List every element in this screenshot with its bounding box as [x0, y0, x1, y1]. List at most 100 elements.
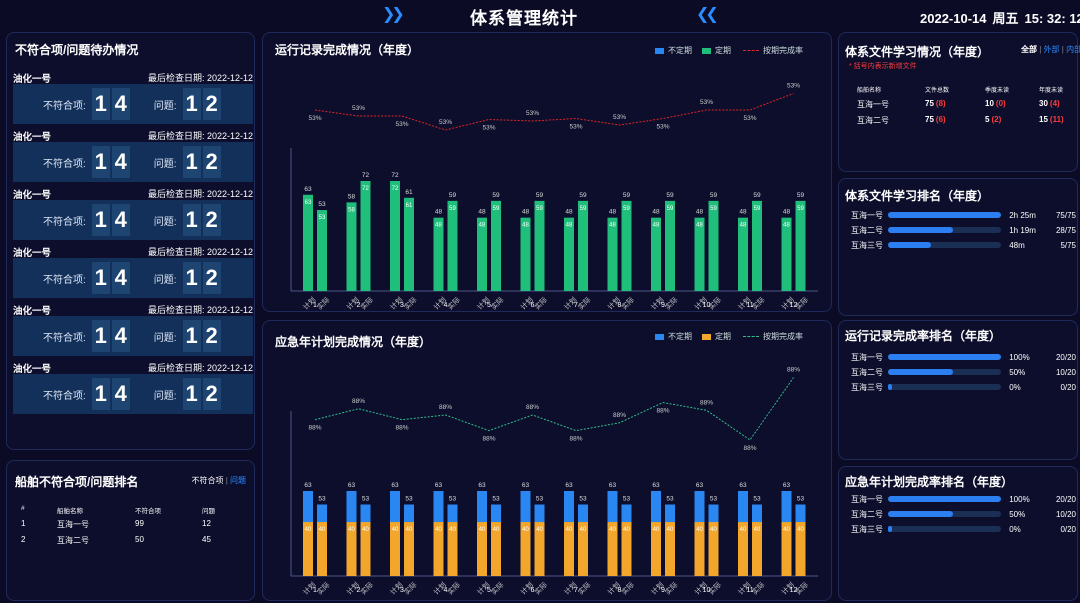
bar-segment-regular [491, 200, 501, 291]
panel-title: 应急年计划完成率排名（年度） [845, 475, 1014, 489]
bar-total-label: 59 [710, 192, 718, 199]
bar-segment-irregular [390, 491, 400, 523]
x-sub-label: 实际 [315, 580, 331, 596]
x-category-label: 3 [400, 587, 404, 594]
rank-ratio: 0/20 [1060, 382, 1077, 392]
run-record-chart: 6363计划5353实际15858计划7272实际27272计划6161实际34… [290, 83, 818, 311]
ship-name: 油化一号 [13, 364, 52, 375]
last-check-date: 最后检查日期: 2022-12-12 [147, 73, 253, 83]
bar-segment-label: 40 [580, 527, 587, 533]
rank-row: 互海一号 100% 20/20 [851, 350, 1076, 364]
bar-segment-regular [651, 217, 661, 291]
noncompliance-digit: 4 [111, 262, 130, 294]
table-header: 船舶名称 [857, 88, 882, 94]
bar-segment-regular [708, 522, 719, 576]
bar-total-label: 48 [478, 209, 486, 216]
bar-segment-regular [317, 522, 327, 576]
progress-fill [888, 526, 892, 532]
bar-segment-label: 48 [435, 223, 442, 229]
bar-segment-regular [534, 200, 545, 291]
count-value: 15 [1039, 115, 1048, 124]
x-category-label: 4 [444, 587, 448, 594]
bar-total-label: 63 [696, 482, 704, 489]
bar-segment-regular [520, 217, 531, 291]
rank-value: 100% [1009, 494, 1030, 504]
rank-row: 互海一号 100% 20/20 [851, 492, 1076, 506]
new-count-value: (4) [1049, 99, 1060, 108]
line-point-label: 88% [352, 398, 365, 405]
rank-ratio: 20/20 [1055, 494, 1077, 504]
bar-segment-regular [390, 522, 400, 576]
rank-row: 互海二号 50% 10/20 [851, 365, 1076, 379]
progress-fill [888, 496, 1002, 502]
table-cell: 75 (6) [925, 115, 946, 124]
ship-header: 油化一号 最后检查日期: 2022-12-12 [13, 71, 253, 85]
bar-segment-regular [795, 200, 806, 291]
bar-segment-label: 59 [449, 206, 456, 212]
x-sub-label: 实际 [359, 580, 375, 596]
bar-total-label: 53 [449, 495, 457, 502]
tab-all[interactable]: 全部 [1021, 45, 1037, 54]
bar-segment-irregular [607, 491, 618, 523]
line-point-label: 53% [700, 99, 713, 106]
bar-segment-regular [346, 202, 357, 291]
table-cell: 1 [21, 519, 26, 528]
bar-segment-irregular [404, 504, 414, 523]
bar-total-label: 53 [753, 495, 761, 502]
ship-name: 互海一号 [851, 352, 883, 362]
bar-total-label: 53 [318, 201, 326, 208]
noncompliance-digit: 4 [111, 320, 130, 352]
progress-fill [888, 384, 892, 390]
x-category-label: 2 [357, 302, 361, 309]
table-cell: 2 [21, 535, 26, 544]
rank-ratio: 0/20 [1060, 524, 1077, 534]
table-cell: 互海二号 [57, 536, 89, 545]
completion-rate-line [314, 93, 794, 131]
x-category-label: 5 [487, 587, 491, 594]
panel-title: 体系文件学习排名（年度） [845, 189, 990, 203]
bar-segment-irregular [477, 491, 487, 523]
bar-segment-label: 59 [797, 206, 804, 212]
bar-segment-label: 61 [406, 203, 413, 209]
run-rank-panel: 运行记录完成率排名（年度） 互海一号 100% 20/20 互海二号 50% 10/20 互… [838, 320, 1078, 460]
line-point-label: 53% [613, 114, 626, 121]
ship-header: 油化一号 最后检查日期: 2022-12-12 [13, 303, 253, 317]
progress-track [888, 242, 1002, 248]
bar-segment-label: 40 [740, 527, 747, 533]
rank-ratio: 28/75 [1055, 225, 1077, 235]
line-point-label: 88% [743, 445, 756, 452]
x-category-label: 12 [790, 302, 798, 309]
run-record-chart-panel: 运行记录完成情况（年度） 不定期 定期 按期完成率 63 63 计划 53 53 实际 1 5… [262, 32, 832, 312]
x-sub-label: 实际 [402, 580, 418, 596]
bar-total-label: 53 [579, 495, 587, 502]
tab-internal[interactable]: 内部 [1066, 45, 1080, 54]
bar-segment-regular [564, 217, 574, 291]
bar-segment-label: 63 [305, 200, 312, 206]
rank-row: 互海三号 0% 0/20 [851, 380, 1076, 394]
ship-name: 互海一号 [857, 100, 889, 109]
x-category-label: 11 [746, 587, 753, 594]
bar-segment-label: 59 [754, 206, 761, 212]
tab-noncompliance[interactable]: 不符合项 [191, 476, 224, 485]
bar-total-label: 59 [623, 192, 631, 199]
new-count-value: (0) [995, 99, 1006, 108]
tab-external[interactable]: 外部 [1043, 45, 1060, 54]
bar-segment-label: 59 [580, 206, 587, 212]
progress-fill [888, 242, 932, 248]
line-point-label: 53% [395, 121, 408, 128]
panel-title: 不符合项/问题待办情况 [15, 43, 139, 57]
rank-value: 1h 19m [1009, 225, 1036, 235]
bar-total-label: 59 [492, 192, 500, 199]
line-point-label: 88% [613, 412, 626, 419]
x-sub-label: 实际 [620, 295, 636, 311]
bar-total-label: 63 [522, 482, 530, 489]
x-sub-label: 实际 [663, 295, 679, 311]
x-sub-label: 实际 [620, 580, 636, 596]
bar-total-label: 63 [565, 482, 573, 489]
count-value: 10 [985, 99, 994, 108]
table-cell: 5 (2) [985, 115, 1001, 124]
line-point-label: 53% [308, 115, 321, 122]
progress-fill [888, 227, 953, 233]
tab-issue[interactable]: 问题 [230, 476, 246, 485]
progress-track [888, 526, 1002, 532]
